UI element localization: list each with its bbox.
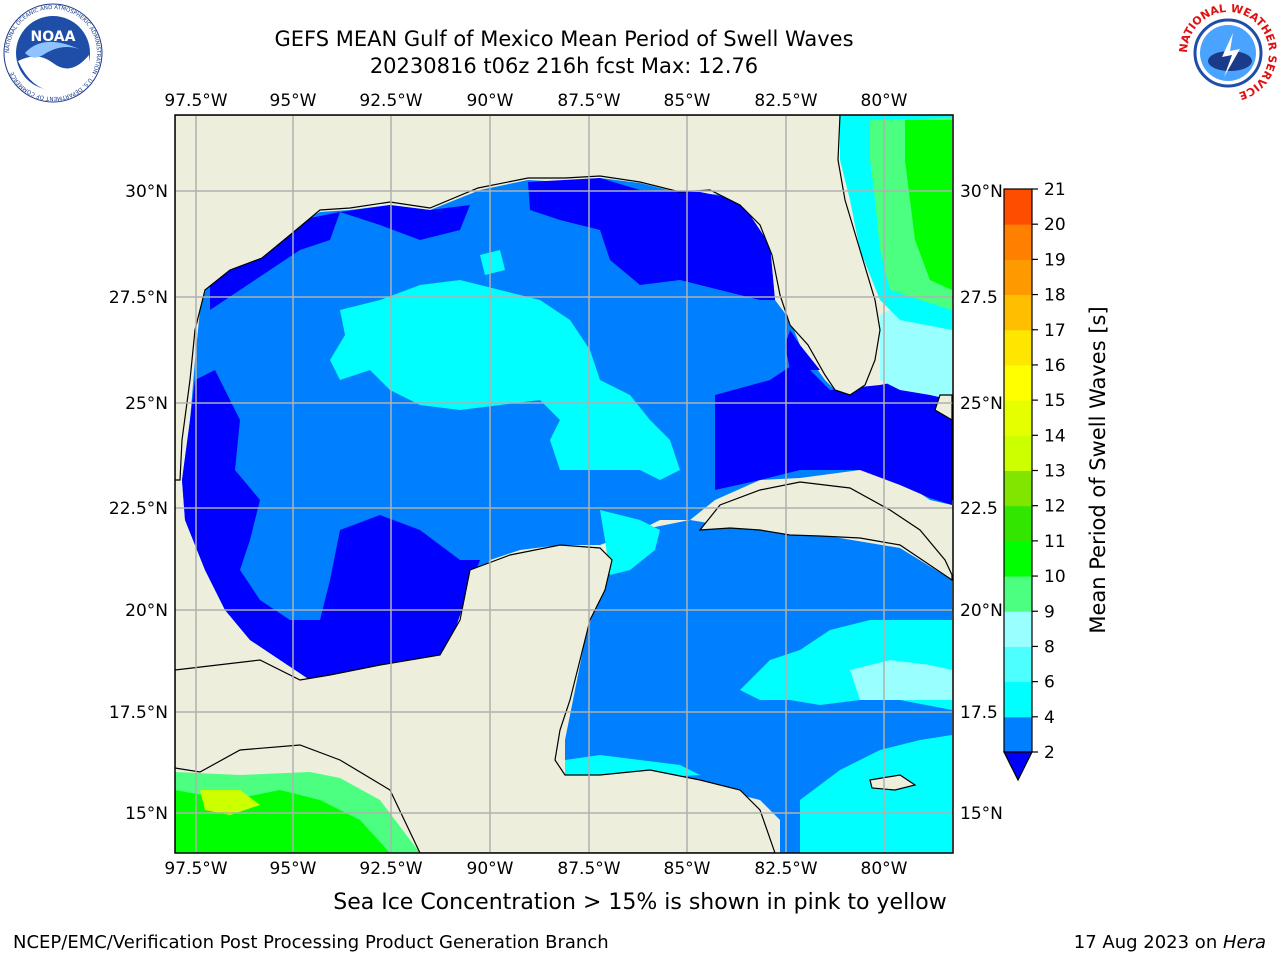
lon-tick-bottom: 95°W bbox=[270, 859, 317, 879]
colorbar-label: Mean Period of Swell Waves [s] bbox=[1086, 306, 1110, 633]
lon-tick-top: 87.5°W bbox=[557, 91, 620, 111]
lat-tick-right: 27.5 bbox=[960, 288, 998, 308]
florida-land bbox=[175, 115, 881, 481]
lon-tick-top: 97.5°W bbox=[164, 91, 227, 111]
colorbar-under-triangle bbox=[1003, 751, 1033, 782]
colorbar-tick-label: 11 bbox=[1044, 532, 1066, 552]
colorbar-segment bbox=[1004, 259, 1032, 296]
lat-tick-right: 15°N bbox=[960, 804, 1003, 824]
lat-tick-left: 22.5°N bbox=[109, 499, 168, 519]
colorbar-tick-label: 4 bbox=[1044, 708, 1055, 728]
lon-tick-top: 82.5°W bbox=[754, 91, 817, 111]
colorbar-segment bbox=[1004, 681, 1032, 718]
colorbar-tick-label: 19 bbox=[1044, 250, 1066, 270]
lat-tick-left: 27.5°N bbox=[109, 288, 168, 308]
lon-ticks: 97.5°W 95°W 92.5°W 90°W 87.5°W 85°W 82.5… bbox=[164, 91, 907, 879]
colorbar-ticks: 2 4 6 8 9 10 11 12 13 14 15 16 17 18 19 20 21 bbox=[1032, 180, 1066, 763]
colorbar-tick-label: 9 bbox=[1044, 602, 1055, 622]
colorbar-segment bbox=[1004, 364, 1032, 401]
lat-tick-right: 17.5 bbox=[960, 703, 998, 723]
colorbar-segment bbox=[1004, 329, 1032, 366]
jamaica-land bbox=[869, 774, 917, 791]
lat-tick-right: 22.5 bbox=[960, 499, 998, 519]
colorbar-tick-label: 16 bbox=[1044, 356, 1066, 376]
colorbar-segment bbox=[1004, 189, 1032, 225]
colorbar-tick-label: 21 bbox=[1044, 180, 1066, 200]
colorbar-tick-label: 13 bbox=[1044, 462, 1066, 482]
coastlines bbox=[175, 115, 953, 853]
lon-tick-bottom: 85°W bbox=[664, 859, 711, 879]
colorbar-segment bbox=[1004, 576, 1032, 612]
colorbar-segment bbox=[1004, 646, 1032, 683]
map-frame bbox=[174, 114, 954, 854]
lat-tick-left: 15°N bbox=[125, 804, 168, 824]
lat-ticks-right: 30°N 27.5 25°N 22.5 20°N 17.5 15°N bbox=[960, 182, 1003, 824]
lat-tick-left: 20°N bbox=[125, 601, 168, 621]
forecast-subtitle: 20230816 t06z 216h fcst Max: 12.76 bbox=[369, 54, 759, 78]
svg-text:NOAA: NOAA bbox=[31, 29, 76, 45]
colorbar-segment bbox=[1004, 505, 1032, 542]
colorbar-segment bbox=[1004, 400, 1032, 436]
colorbar-segment bbox=[1004, 611, 1032, 647]
colorbar-segments bbox=[1004, 189, 1032, 753]
footer-credit: NCEP/EMC/Verification Post Processing Pr… bbox=[13, 932, 609, 953]
colorbar-tick-label: 15 bbox=[1044, 391, 1066, 411]
lon-tick-top: 80°W bbox=[861, 91, 908, 111]
short-period-regions bbox=[182, 178, 952, 680]
lon-tick-bottom: 80°W bbox=[861, 859, 908, 879]
colorbar-segment bbox=[1004, 470, 1032, 507]
sea-ice-note: Sea Ice Concentration > 15% is shown in … bbox=[333, 890, 947, 915]
footer-date: 17 Aug 2023 on Hera bbox=[1074, 932, 1266, 953]
lat-ticks-left: 30°N 27.5°N 25°N 22.5°N 20°N 17.5°N 15°N bbox=[109, 182, 168, 824]
lon-tick-bottom: 97.5°W bbox=[164, 859, 227, 879]
lat-tick-right: 30°N bbox=[960, 182, 1003, 202]
nws-logo: NATIONAL WEATHER SERVICE bbox=[1178, 3, 1278, 102]
lon-tick-bottom: 90°W bbox=[467, 859, 514, 879]
colorbar-tick-label: 6 bbox=[1044, 673, 1055, 693]
lon-tick-bottom: 82.5°W bbox=[754, 859, 817, 879]
lat-tick-right: 20°N bbox=[960, 601, 1003, 621]
colorbar-segment bbox=[1004, 540, 1032, 577]
colorbar-segment bbox=[1004, 294, 1032, 331]
yucatan-land bbox=[175, 544, 776, 853]
colorbar-segment bbox=[1004, 224, 1032, 260]
colorbar-tick-label: 2 bbox=[1044, 743, 1055, 763]
colorbar-tick-label: 10 bbox=[1044, 567, 1066, 587]
lat-tick-right: 25°N bbox=[960, 394, 1003, 414]
colorbar-tick-label: 8 bbox=[1044, 637, 1055, 657]
lat-tick-left: 30°N bbox=[125, 182, 168, 202]
colorbar-tick-label: 17 bbox=[1044, 321, 1066, 341]
colorbar-segment bbox=[1004, 716, 1032, 753]
grid-lines bbox=[175, 115, 953, 853]
lat-tick-left: 25°N bbox=[125, 394, 168, 414]
lon-tick-top: 95°W bbox=[270, 91, 317, 111]
atlantic-swell bbox=[840, 115, 952, 330]
map-plot-area bbox=[175, 115, 953, 853]
colorbar: 2 4 6 8 9 10 11 12 13 14 15 16 17 18 19 20 21 Mean Perio… bbox=[1003, 180, 1110, 782]
colorbar-tick-label: 14 bbox=[1044, 426, 1066, 446]
footer-date-text: 17 Aug 2023 on bbox=[1073, 932, 1223, 953]
colorbar-tick-label: 18 bbox=[1044, 286, 1066, 306]
noaa-logo: NOAA NATIONAL OCEANIC AND ATMOSPHERIC AD… bbox=[3, 3, 103, 103]
colorbar-tick-label: 20 bbox=[1044, 215, 1066, 235]
colorbar-segment bbox=[1004, 435, 1032, 471]
lat-tick-left: 17.5°N bbox=[109, 703, 168, 723]
footer-host: Hera bbox=[1222, 932, 1266, 953]
lon-tick-top: 90°W bbox=[467, 91, 514, 111]
lon-tick-top: 85°W bbox=[664, 91, 711, 111]
lon-tick-bottom: 87.5°W bbox=[557, 859, 620, 879]
lon-tick-bottom: 92.5°W bbox=[359, 859, 422, 879]
lon-tick-top: 92.5°W bbox=[359, 91, 422, 111]
map-title: GEFS MEAN Gulf of Mexico Mean Period of … bbox=[274, 27, 854, 51]
colorbar-tick-label: 12 bbox=[1044, 497, 1066, 517]
